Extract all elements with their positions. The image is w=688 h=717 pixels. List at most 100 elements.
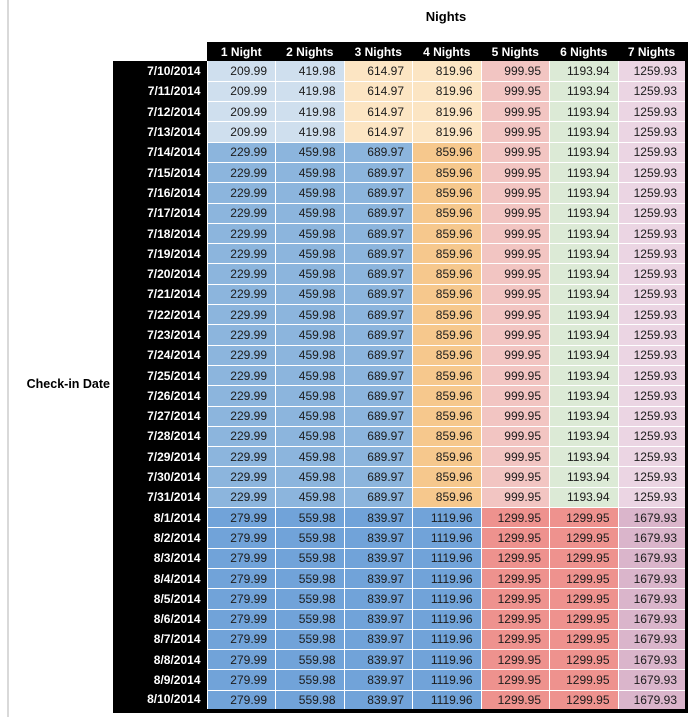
price-cell[interactable]: 1299.95 <box>549 548 619 569</box>
row-header-date[interactable]: 8/7/2014 <box>113 629 208 650</box>
price-cell[interactable]: 1299.95 <box>481 609 550 630</box>
price-cell[interactable]: 459.98 <box>275 284 345 306</box>
price-cell[interactable]: 1299.95 <box>481 690 550 712</box>
price-cell[interactable]: 459.98 <box>275 446 345 468</box>
price-cell[interactable]: 859.96 <box>412 426 482 448</box>
price-cell[interactable]: 614.97 <box>344 121 413 143</box>
column-header-1-nights[interactable]: 1 Night <box>207 42 276 61</box>
price-cell[interactable]: 999.95 <box>481 243 550 265</box>
price-cell[interactable]: 689.97 <box>344 426 413 448</box>
price-cell[interactable]: 1259.93 <box>618 487 687 509</box>
price-cell[interactable]: 1299.95 <box>549 588 619 610</box>
row-header-date[interactable]: 7/31/2014 <box>113 487 208 508</box>
price-cell[interactable]: 1119.96 <box>412 669 482 691</box>
price-cell[interactable]: 1193.94 <box>549 324 619 346</box>
price-cell[interactable]: 1299.95 <box>549 609 619 630</box>
row-header-date[interactable]: 7/19/2014 <box>113 243 208 264</box>
price-cell[interactable]: 459.98 <box>275 142 345 163</box>
price-cell[interactable]: 1299.95 <box>481 527 550 549</box>
price-cell[interactable]: 689.97 <box>344 446 413 468</box>
price-cell[interactable]: 229.99 <box>207 243 276 265</box>
price-cell[interactable]: 1259.93 <box>618 426 687 448</box>
price-cell[interactable]: 614.97 <box>344 81 413 103</box>
price-cell[interactable]: 1259.93 <box>618 162 687 184</box>
price-cell[interactable]: 209.99 <box>207 121 276 143</box>
price-cell[interactable]: 1193.94 <box>549 61 619 82</box>
price-cell[interactable]: 689.97 <box>344 223 413 245</box>
price-cell[interactable]: 999.95 <box>481 466 550 488</box>
price-cell[interactable]: 1193.94 <box>549 487 619 509</box>
price-cell[interactable]: 459.98 <box>275 263 345 285</box>
price-cell[interactable]: 1259.93 <box>618 203 687 224</box>
row-header-date[interactable]: 7/25/2014 <box>113 365 208 386</box>
price-cell[interactable]: 459.98 <box>275 243 345 265</box>
price-cell[interactable]: 1193.94 <box>549 223 619 245</box>
price-cell[interactable]: 459.98 <box>275 223 345 245</box>
price-cell[interactable]: 1193.94 <box>549 365 619 387</box>
price-cell[interactable]: 689.97 <box>344 385 413 407</box>
price-cell[interactable]: 689.97 <box>344 345 413 366</box>
price-cell[interactable]: 999.95 <box>481 162 550 184</box>
price-cell[interactable]: 999.95 <box>481 385 550 407</box>
price-cell[interactable]: 839.97 <box>344 629 413 651</box>
row-header-date[interactable]: 8/3/2014 <box>113 548 208 569</box>
price-cell[interactable]: 1679.93 <box>618 527 687 549</box>
price-cell[interactable]: 1119.96 <box>412 548 482 569</box>
price-cell[interactable]: 859.96 <box>412 345 482 366</box>
price-cell[interactable]: 229.99 <box>207 182 276 204</box>
price-cell[interactable]: 999.95 <box>481 446 550 468</box>
row-header-date[interactable]: 7/23/2014 <box>113 324 208 346</box>
price-cell[interactable]: 1119.96 <box>412 588 482 610</box>
price-cell[interactable]: 999.95 <box>481 121 550 143</box>
price-cell[interactable]: 999.95 <box>481 263 550 285</box>
row-header-date[interactable]: 7/15/2014 <box>113 162 208 183</box>
row-header-date[interactable]: 7/22/2014 <box>113 304 208 325</box>
row-header-date[interactable]: 8/8/2014 <box>113 649 208 670</box>
price-cell[interactable]: 1119.96 <box>412 609 482 630</box>
price-cell[interactable]: 839.97 <box>344 690 413 712</box>
price-cell[interactable]: 689.97 <box>344 182 413 204</box>
price-cell[interactable]: 229.99 <box>207 324 276 346</box>
price-cell[interactable]: 1259.93 <box>618 385 687 407</box>
price-cell[interactable]: 279.99 <box>207 588 276 610</box>
price-cell[interactable]: 419.98 <box>275 101 345 123</box>
price-cell[interactable]: 689.97 <box>344 466 413 488</box>
price-cell[interactable]: 279.99 <box>207 507 276 529</box>
row-header-date[interactable]: 8/5/2014 <box>113 588 208 610</box>
price-cell[interactable]: 1679.93 <box>618 629 687 651</box>
price-cell[interactable]: 999.95 <box>481 365 550 387</box>
price-cell[interactable]: 229.99 <box>207 466 276 488</box>
price-cell[interactable]: 459.98 <box>275 406 345 427</box>
price-cell[interactable]: 1679.93 <box>618 609 687 630</box>
price-cell[interactable]: 1679.93 <box>618 669 687 691</box>
price-cell[interactable]: 1259.93 <box>618 446 687 468</box>
row-header-date[interactable]: 8/10/2014 <box>113 690 208 711</box>
price-cell[interactable]: 1259.93 <box>618 324 687 346</box>
price-cell[interactable]: 689.97 <box>344 243 413 265</box>
price-cell[interactable]: 229.99 <box>207 284 276 306</box>
price-cell[interactable]: 559.98 <box>275 507 345 529</box>
price-cell[interactable]: 999.95 <box>481 223 550 245</box>
price-cell[interactable]: 1193.94 <box>549 426 619 448</box>
price-cell[interactable]: 859.96 <box>412 223 482 245</box>
price-cell[interactable]: 1299.95 <box>481 669 550 691</box>
price-cell[interactable]: 859.96 <box>412 446 482 468</box>
price-cell[interactable]: 419.98 <box>275 81 345 103</box>
price-cell[interactable]: 689.97 <box>344 365 413 387</box>
price-cell[interactable]: 1193.94 <box>549 243 619 265</box>
price-cell[interactable]: 999.95 <box>481 81 550 103</box>
price-cell[interactable]: 229.99 <box>207 345 276 366</box>
price-cell[interactable]: 1259.93 <box>618 406 687 427</box>
price-cell[interactable]: 1193.94 <box>549 345 619 366</box>
price-cell[interactable]: 1299.95 <box>481 548 550 569</box>
price-cell[interactable]: 689.97 <box>344 324 413 346</box>
row-header-date[interactable]: 7/12/2014 <box>113 101 208 122</box>
price-cell[interactable]: 1193.94 <box>549 203 619 224</box>
price-cell[interactable]: 559.98 <box>275 588 345 610</box>
price-cell[interactable]: 1119.96 <box>412 527 482 549</box>
price-cell[interactable]: 839.97 <box>344 568 413 590</box>
price-cell[interactable]: 279.99 <box>207 649 276 671</box>
price-cell[interactable]: 1299.95 <box>481 507 550 529</box>
price-cell[interactable]: 1193.94 <box>549 101 619 123</box>
price-cell[interactable]: 229.99 <box>207 223 276 245</box>
